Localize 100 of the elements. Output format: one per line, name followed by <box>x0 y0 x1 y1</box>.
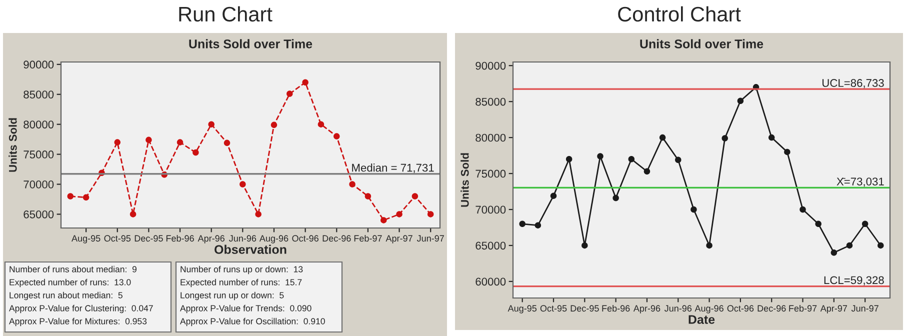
point <box>114 139 121 146</box>
point <box>862 220 868 228</box>
x-tick-label: Dec-96 <box>322 235 351 242</box>
y-tick-label: 85000 <box>24 90 54 98</box>
point <box>659 134 666 141</box>
x-tick-label: Apr-97 <box>820 305 848 314</box>
point <box>334 133 340 140</box>
point <box>706 242 712 249</box>
x-tick-label: Feb-97 <box>789 304 817 312</box>
text: Expected number of runs: 13.0 <box>10 278 131 288</box>
y-tick-label: 65000 <box>476 242 506 250</box>
y-axis-title: Units Sold <box>8 118 17 172</box>
x-tick-label: Jun-97 <box>851 305 878 312</box>
point <box>800 206 806 213</box>
point <box>768 134 775 141</box>
ref-line-label: LCL=59,328 <box>824 276 884 286</box>
point <box>519 220 526 228</box>
point <box>412 193 418 200</box>
text: Longest run up or down: 5 <box>180 292 284 300</box>
x-tick-label: Feb-96 <box>602 304 630 312</box>
point <box>302 79 308 86</box>
x-tick-label: Oct-95 <box>104 235 131 242</box>
point <box>192 149 199 156</box>
x-tick-label: Jun-97 <box>416 235 444 242</box>
point <box>82 194 90 201</box>
point <box>380 217 387 224</box>
y-tick-label: 90000 <box>476 62 506 70</box>
point <box>566 156 572 162</box>
x-tick-label: Jun-96 <box>664 305 692 312</box>
text: Approx P-Value for Trends: 0.090 <box>180 304 312 314</box>
point <box>176 139 184 146</box>
x-tick-label: Apr-96 <box>198 235 224 244</box>
y-tick-label: 85000 <box>476 98 506 106</box>
point <box>878 242 884 249</box>
y-axis-title: Units Sold <box>460 153 469 207</box>
x-tick-label: Aug-95 <box>72 235 100 244</box>
y-tick-label: 80000 <box>476 134 506 142</box>
chart-title: Control Chart <box>618 6 741 22</box>
point <box>396 211 402 218</box>
x-tick-label: Apr-96 <box>633 305 660 314</box>
point <box>550 192 557 199</box>
y-tick-label: 60000 <box>476 278 506 286</box>
y-tick-label: 75000 <box>24 150 54 158</box>
x-tick-label: Feb-97 <box>354 234 382 242</box>
x-tick-label: Aug-96 <box>259 235 288 244</box>
point <box>364 193 372 200</box>
chart-subtitle: Units Sold over Time <box>640 39 764 48</box>
point <box>597 153 604 160</box>
text: Approx P-Value for Clustering: 0.047 <box>9 304 153 314</box>
x-tick-label: Oct-95 <box>540 305 567 312</box>
point <box>286 90 293 97</box>
point <box>224 140 230 146</box>
point <box>722 135 728 142</box>
point <box>815 220 822 228</box>
point <box>534 222 542 228</box>
ref-line-label: Median = 71,731 <box>352 164 434 173</box>
point <box>582 242 588 249</box>
x-tick-label: Apr-97 <box>386 235 412 244</box>
ref-line-label: X̄=73,031 <box>836 178 884 187</box>
point <box>830 250 838 256</box>
text: Expected number of runs: 15.7 <box>180 278 302 288</box>
y-tick-label: 90000 <box>24 60 54 69</box>
point <box>675 156 682 163</box>
text: Number of runs about median: 9 <box>10 266 137 272</box>
point <box>690 206 697 213</box>
y-tick-label: 80000 <box>24 120 54 128</box>
point <box>240 181 246 188</box>
point <box>270 122 278 128</box>
point <box>628 156 635 162</box>
chart-subtitle: Units Sold over Time <box>189 39 312 48</box>
point <box>130 211 136 218</box>
x-tick-label: Dec-95 <box>570 305 599 312</box>
point <box>349 181 356 188</box>
point <box>737 98 744 104</box>
point <box>208 121 214 128</box>
y-tick-label: 70000 <box>476 206 506 214</box>
ref-line-label: UCL=86,733 <box>822 79 884 88</box>
point <box>784 148 790 156</box>
x-tick-label: Oct-96 <box>727 305 754 312</box>
x-tick-label: Aug-95 <box>508 305 537 314</box>
point <box>427 211 434 218</box>
point <box>255 211 262 218</box>
text: Longest run about median: 5 <box>10 292 122 300</box>
point <box>67 193 74 200</box>
point <box>846 242 853 249</box>
text: Approx P-Value for Mixtures: 0.953 <box>9 318 147 326</box>
x-tick-label: Aug-96 <box>694 305 724 314</box>
point <box>146 136 152 144</box>
x-tick-label: Jun-96 <box>229 235 256 242</box>
text: Approx P-Value for Oscillation: 0.910 <box>180 318 325 326</box>
x-tick-label: Oct-96 <box>292 235 318 242</box>
x-tick-label: Dec-96 <box>758 305 786 312</box>
text: Number of runs up or down: 13 <box>180 266 303 274</box>
point <box>612 194 619 202</box>
y-tick-label: 70000 <box>24 180 54 188</box>
chart-title: Run Chart <box>179 6 272 22</box>
x-tick-label: Feb-96 <box>166 234 194 242</box>
x-tick-label: Dec-95 <box>134 235 163 242</box>
x-axis-title: Observation <box>214 244 286 254</box>
y-tick-label: 75000 <box>476 170 506 178</box>
